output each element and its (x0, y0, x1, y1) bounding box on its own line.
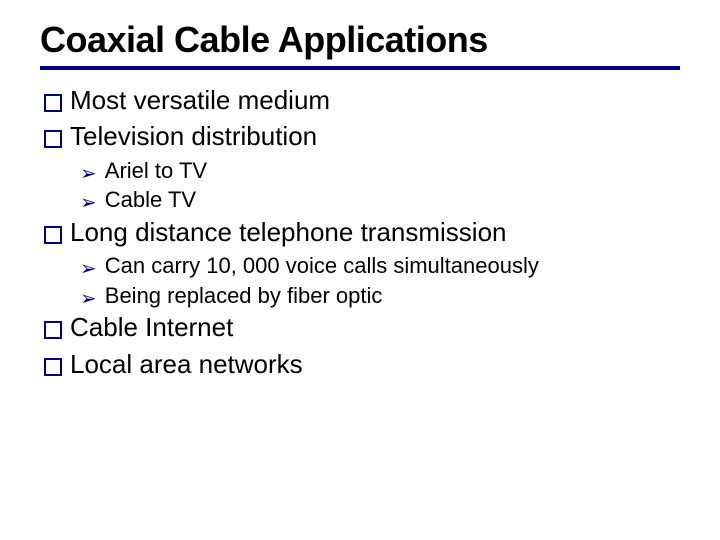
bullet-l2: ➢ Cable TV (40, 186, 680, 214)
arrow-bullet-icon: ➢ (80, 193, 97, 213)
bullet-l1: Long distance telephone transmission (40, 216, 680, 249)
bullet-text: Most versatile medium (70, 84, 330, 117)
bullet-group: Most versatile medium Television distrib… (40, 84, 680, 381)
arrow-bullet-icon: ➢ (80, 289, 97, 309)
bullet-text: Can carry 10, 000 voice calls simultaneo… (105, 252, 539, 280)
bullet-text: Being replaced by fiber optic (105, 282, 383, 310)
bullet-text: Ariel to TV (105, 157, 207, 185)
bullet-text: Cable Internet (70, 311, 233, 344)
bullet-l1: Cable Internet (40, 311, 680, 344)
title-underline (40, 66, 680, 70)
bullet-text: Long distance telephone transmission (70, 216, 507, 249)
bullet-l1: Local area networks (40, 348, 680, 381)
bullet-l2: ➢ Can carry 10, 000 voice calls simultan… (40, 252, 680, 280)
square-bullet-icon (44, 321, 62, 339)
arrow-bullet-icon: ➢ (80, 259, 97, 279)
bullet-l2: ➢ Ariel to TV (40, 157, 680, 185)
bullet-l1: Most versatile medium (40, 84, 680, 117)
bullet-text: Cable TV (105, 186, 196, 214)
bullet-l2: ➢ Being replaced by fiber optic (40, 282, 680, 310)
arrow-bullet-icon: ➢ (80, 164, 97, 184)
slide: Coaxial Cable Applications Most versatil… (0, 0, 720, 540)
square-bullet-icon (44, 358, 62, 376)
square-bullet-icon (44, 94, 62, 112)
square-bullet-icon (44, 226, 62, 244)
bullet-text: Television distribution (70, 120, 317, 153)
square-bullet-icon (44, 130, 62, 148)
bullet-text: Local area networks (70, 348, 303, 381)
slide-title: Coaxial Cable Applications (40, 20, 680, 60)
bullet-l1: Television distribution (40, 120, 680, 153)
